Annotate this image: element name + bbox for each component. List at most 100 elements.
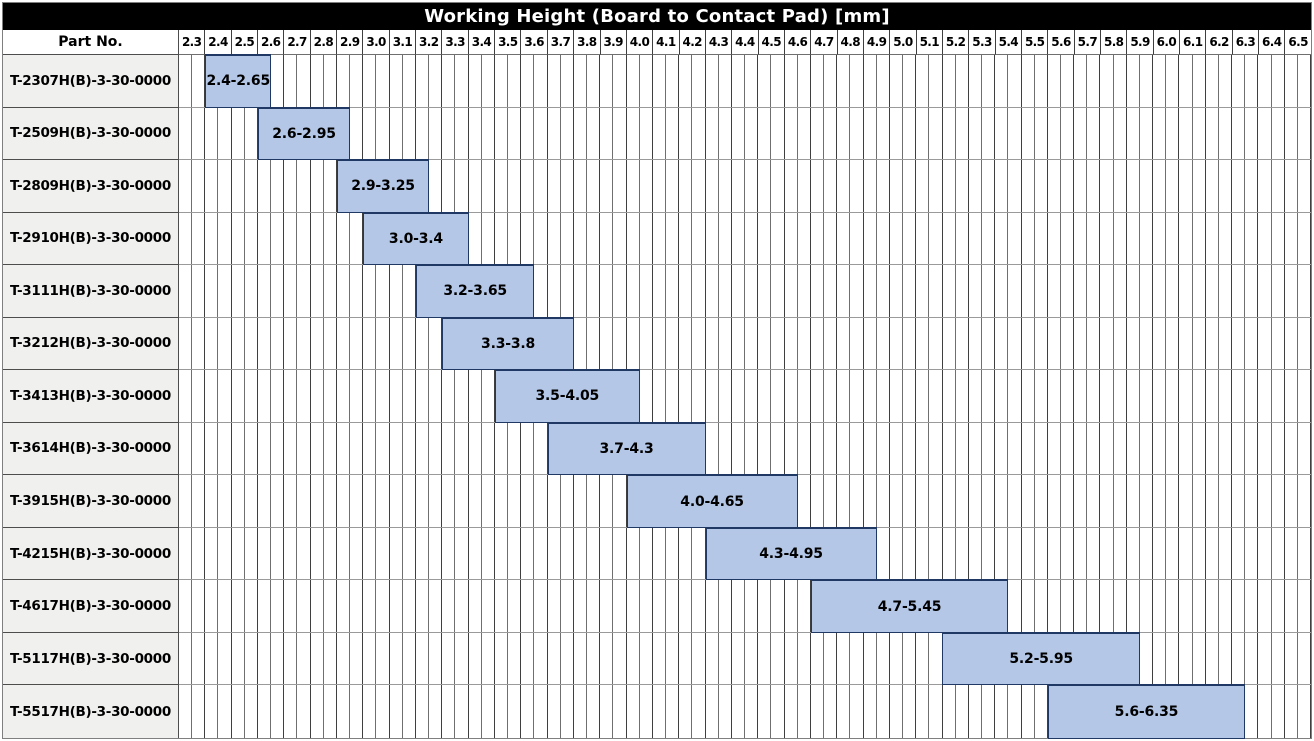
grid-cell: [1100, 265, 1127, 317]
grid-cell: [758, 212, 785, 265]
grid-cell: [442, 370, 469, 422]
row-grid: 3.7-4.3: [179, 421, 1312, 476]
grid-cell: [257, 370, 285, 422]
grid-cell: [942, 160, 969, 212]
grid-cell: [837, 685, 864, 738]
grid-cell: [442, 422, 469, 475]
grid-cell: [1021, 475, 1048, 527]
grid-cell: [731, 685, 759, 738]
grid-cell: [758, 55, 785, 107]
grid-cell: [310, 685, 337, 738]
grid-cell: [310, 475, 337, 527]
grid-cell: [889, 475, 917, 527]
grid-cell: [1100, 212, 1127, 265]
tick-label: 4.4: [732, 30, 759, 55]
grid-cell: [363, 107, 390, 160]
grid-cell: [231, 475, 258, 527]
grid-cell: [284, 475, 311, 527]
grid-cell: [389, 632, 416, 685]
grid-cell: [995, 370, 1022, 422]
grid-cell: [310, 422, 337, 475]
grid-cell: [679, 55, 706, 107]
grid-cell: [1284, 265, 1312, 317]
grid-cell: [1047, 475, 1075, 527]
grid-cell: [916, 422, 943, 475]
grid-cell: [626, 317, 653, 370]
grid-cell: [1284, 422, 1312, 475]
table-row: T-5517H(B)-3-30-0000 5.6-6.35: [3, 684, 1312, 739]
grid-cell: [1153, 370, 1180, 422]
range-bar-label: 2.4-2.65: [206, 73, 270, 90]
grid-cell: [1100, 55, 1127, 107]
grid-cell: [863, 160, 890, 212]
range-bar-label: 4.3-4.95: [759, 546, 823, 563]
grid-cell: [573, 685, 601, 738]
grid-cell: [626, 685, 653, 738]
grid-cell: [389, 580, 416, 632]
grid-cell: [363, 475, 390, 527]
grid-cell: [494, 475, 522, 527]
grid-cell: [968, 55, 996, 107]
grid-cell: [1074, 265, 1101, 317]
grid-cell: [205, 107, 232, 160]
table-row: T-3915H(B)-3-30-0000 4.0-4.65: [3, 474, 1312, 528]
range-bar-label: 4.7-5.45: [877, 598, 942, 615]
grid-cell: [863, 212, 890, 265]
tick-label: 6.1: [1180, 30, 1207, 55]
grid-cell: [468, 55, 495, 107]
grid-cell: [257, 422, 285, 475]
grid-cell: [415, 632, 443, 685]
grid-cell: [810, 55, 838, 107]
tick-label: 5.4: [995, 30, 1022, 55]
tick-label: 5.7: [1074, 30, 1102, 55]
grid-cell: [626, 212, 653, 265]
grid-cell: [573, 527, 601, 580]
grid-cell: [1100, 422, 1127, 475]
grid-cell: [521, 685, 548, 738]
grid-cell: [837, 55, 864, 107]
grid-cell: [389, 370, 416, 422]
part-no-cell: T-5517H(B)-3-30-0000: [3, 685, 179, 738]
grid-cell: [1284, 212, 1312, 265]
grid-cell: [1074, 212, 1101, 265]
grid-cell: [837, 107, 864, 160]
grid-cell: [1100, 580, 1127, 632]
grid-cell: [547, 160, 574, 212]
grid-cell: [758, 160, 785, 212]
grid-cell: [1021, 107, 1048, 160]
grid-cell: [916, 265, 943, 317]
tick-label: 6.2: [1206, 30, 1233, 55]
grid-cell: [1232, 317, 1259, 370]
tick-label: 6.5: [1285, 30, 1311, 55]
grid-cell: [1284, 632, 1312, 685]
part-no-cell: T-4617H(B)-3-30-0000: [3, 580, 179, 633]
grid-cell: [442, 632, 469, 685]
grid-cell: [731, 107, 759, 160]
grid-cell: [1126, 475, 1154, 527]
grid-cell: [363, 580, 390, 632]
grid-cell: [1232, 265, 1259, 317]
grid-cell: [942, 317, 969, 370]
range-bar-label: 3.3-3.8: [481, 335, 536, 352]
range-bar-label: 3.7-4.3: [599, 440, 654, 457]
table-row: T-3212H(B)-3-30-0000 3.3-3.8: [3, 316, 1312, 371]
grid-cell: [468, 160, 495, 212]
grid-cell: [1232, 370, 1259, 422]
row-grid: 4.0-4.65: [179, 474, 1312, 528]
grid-cell: [1258, 422, 1285, 475]
grid-cell: [336, 685, 364, 738]
grid-cell: [784, 160, 811, 212]
tick-label: 5.9: [1127, 30, 1154, 55]
grid-cell: [494, 422, 522, 475]
grid-cell: [705, 685, 732, 738]
grid-cell: [547, 527, 574, 580]
grid-cell: [573, 212, 601, 265]
grid-cell: [1179, 160, 1206, 212]
grid-cell: [1074, 55, 1101, 107]
grid-cell: [679, 107, 706, 160]
grid-cell: [1047, 527, 1075, 580]
grid-cell: [758, 107, 785, 160]
grid-cell: [1232, 527, 1259, 580]
grid-cell: [784, 265, 811, 317]
